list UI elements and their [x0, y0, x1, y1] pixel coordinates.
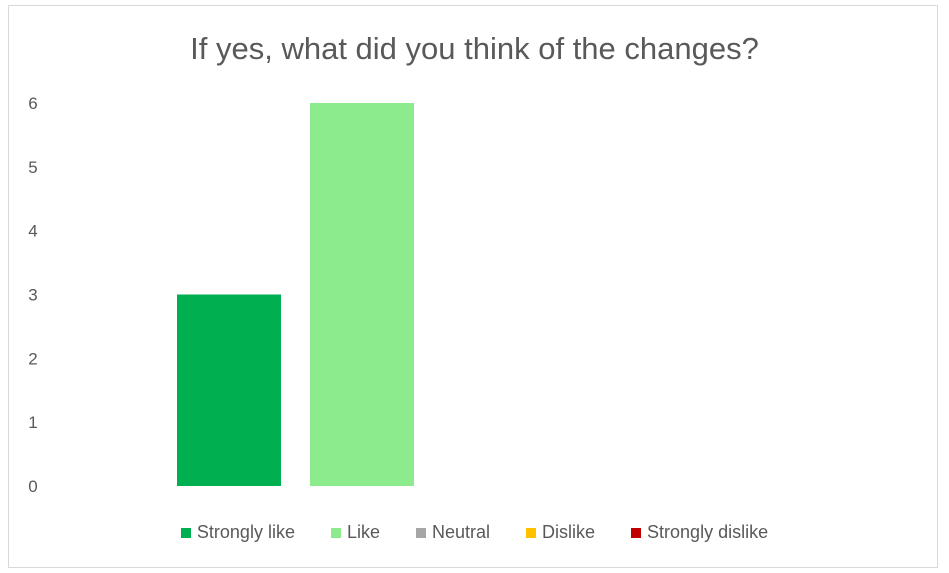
chart-title: If yes, what did you think of the change…	[190, 31, 759, 66]
y-tick-label: 5	[28, 158, 37, 177]
y-tick-label: 1	[28, 413, 37, 432]
legend-label: Neutral	[431, 522, 491, 542]
bar-strongly-like	[177, 294, 281, 486]
legend-label: Like	[346, 522, 380, 542]
legend-swatch	[526, 527, 537, 538]
chart-legend: Strongly like Like Neutral Dislike Strongly …	[0, 522, 949, 543]
legend-item: Neutral	[415, 522, 491, 543]
legend-label: Strongly dislike	[647, 522, 769, 542]
y-axis-ticks: 0 1 2 3 4 5 6	[28, 94, 37, 496]
legend-swatch	[415, 527, 426, 538]
legend-label: Dislike	[542, 522, 596, 542]
y-tick-label: 6	[28, 94, 37, 113]
legend-item: Strongly like	[180, 522, 295, 543]
y-tick-label: 0	[28, 477, 37, 496]
chart-frame	[8, 5, 938, 568]
y-tick-label: 3	[28, 286, 37, 305]
legend-swatch	[631, 527, 642, 538]
legend-swatch	[180, 527, 191, 538]
y-tick-label: 2	[28, 349, 37, 368]
legend-swatch	[330, 527, 341, 538]
y-tick-label: 4	[28, 222, 37, 241]
bar-like	[310, 103, 414, 486]
legend-item: Strongly dislike	[631, 522, 768, 543]
legend-item: Dislike	[526, 522, 595, 543]
legend-item: Like	[330, 522, 380, 543]
bars	[177, 103, 414, 486]
legend-label: Strongly like	[196, 522, 295, 542]
